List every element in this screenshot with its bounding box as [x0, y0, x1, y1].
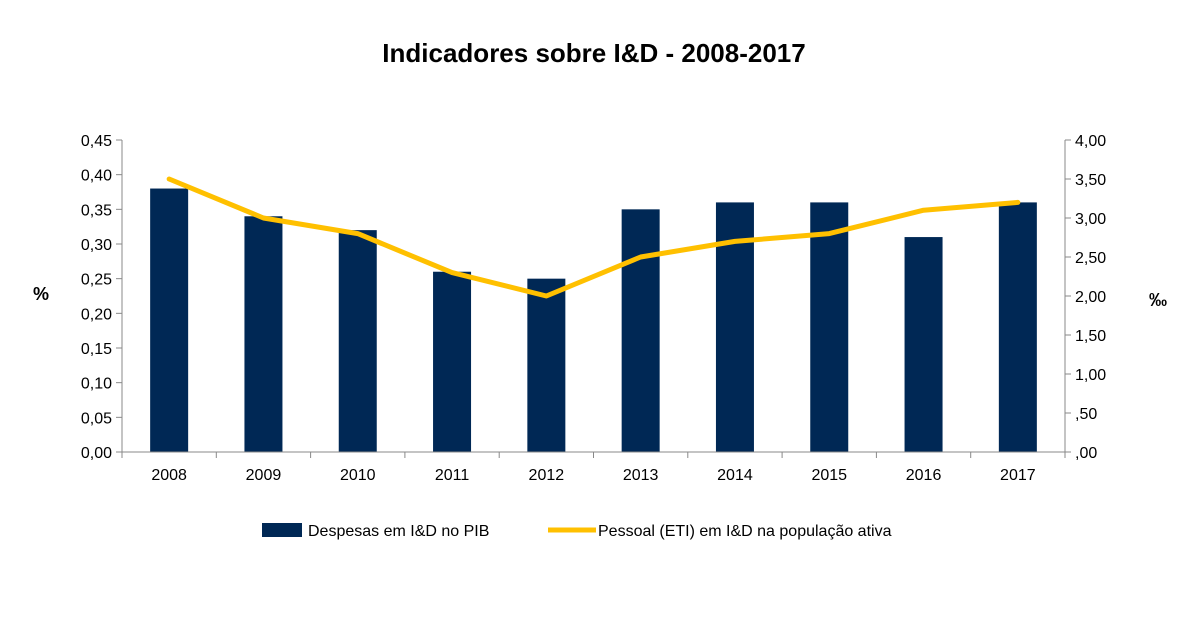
y-tick-label-left: 0,25: [81, 272, 112, 289]
bar: [998, 202, 1037, 452]
bar: [621, 209, 660, 452]
y-tick-label-left: 0,40: [81, 168, 112, 185]
plot-area: 0,00 0,05 0,10 0,15 0,20 0,25 0,30 0,35 0,40 0,45…: [81, 133, 1106, 484]
bar: [433, 271, 472, 452]
x-tick-label: 2017: [1000, 467, 1036, 484]
y-tick-label-left: 0,20: [81, 306, 112, 323]
series-line: [166, 176, 1021, 299]
y-tick-label-right: 1,50: [1075, 328, 1106, 345]
legend-swatch-bars: [262, 523, 302, 537]
x-tick-label: 2016: [906, 467, 942, 484]
y-tick-label-left: 0,45: [81, 133, 112, 150]
chart-title: Indicadores sobre I&D - 2008-2017: [382, 38, 805, 68]
y-axis-right-label: ‰: [1149, 290, 1167, 310]
legend-label-line: Pessoal (ETI) em I&D na população ativa: [598, 523, 892, 540]
bar: [527, 278, 566, 452]
y-tick-label-left: 0,30: [81, 237, 112, 254]
y-tick-label-left: 0,35: [81, 202, 112, 219]
y-tick-label-right: 1,00: [1075, 367, 1106, 384]
x-tick-label: 2011: [435, 467, 470, 484]
x-tick-label: 2012: [529, 467, 565, 484]
x-tick-label: 2015: [811, 467, 847, 484]
x-tick-label: 2008: [151, 467, 187, 484]
y-tick-label-left: 0,00: [81, 445, 112, 462]
y-tick-label-right: 2,00: [1075, 289, 1106, 306]
x-tick-label: 2014: [717, 467, 753, 484]
x-tick-label: 2009: [246, 467, 282, 484]
bar: [338, 230, 377, 452]
y-tick-label-left: 0,05: [81, 410, 112, 427]
x-tick-label: 2013: [623, 467, 659, 484]
y-tick-label-left: 0,10: [81, 376, 112, 393]
y-tick-label-right: 3,50: [1075, 172, 1106, 189]
bar: [244, 216, 283, 452]
y-axis-left-label: %: [33, 284, 49, 304]
y-tick-label-right: ,00: [1075, 445, 1097, 462]
y-tick-label-right: ,50: [1075, 406, 1097, 423]
x-tick-label: 2010: [340, 467, 376, 484]
legend: Despesas em I&D no PIB Pessoal (ETI) em …: [262, 523, 892, 540]
y-tick-label-right: 3,00: [1075, 211, 1106, 228]
bar: [904, 237, 943, 452]
legend-label-bars: Despesas em I&D no PIB: [308, 523, 489, 540]
bar: [810, 202, 849, 452]
y-tick-label-right: 4,00: [1075, 133, 1106, 150]
bar: [150, 188, 189, 453]
y-tick-label-right: 2,50: [1075, 250, 1106, 267]
y-tick-label-left: 0,15: [81, 341, 112, 358]
